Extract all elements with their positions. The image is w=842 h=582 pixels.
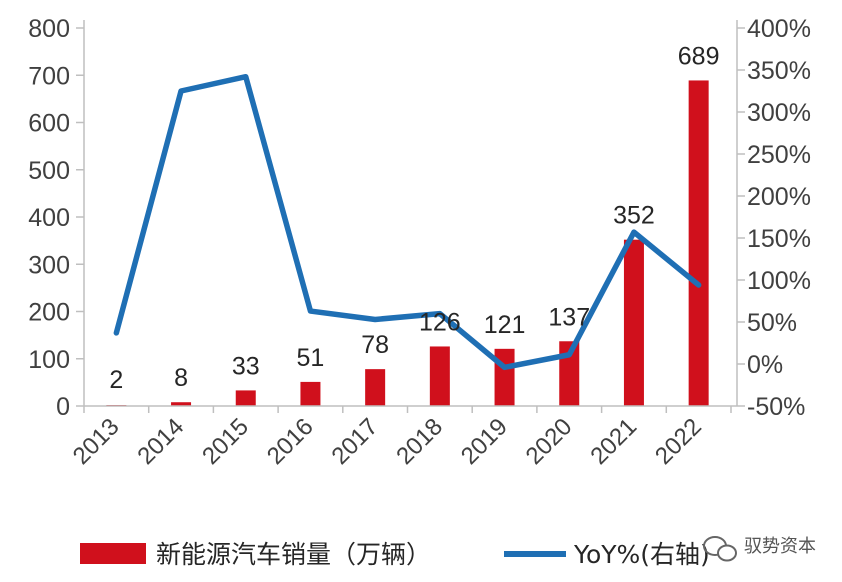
bar-value-label: 51	[297, 344, 325, 372]
right-axis-tick-label: 400%	[747, 15, 811, 43]
data-labels: 2 8 33 51 78 126 121 137 352 689	[109, 42, 719, 394]
right-axis-tick-label: 300%	[747, 99, 811, 127]
left-axis: 0 100 200 300 400 500 600 700 800	[28, 15, 85, 421]
bar-value-label: 689	[678, 42, 720, 70]
bar-value-label: 121	[484, 311, 526, 339]
bar-value-label: 137	[548, 303, 590, 331]
x-axis-tick-label: 2017	[327, 413, 384, 470]
bar-value-label: 352	[613, 202, 655, 230]
legend-bar-label: 新能源汽车销量（万辆）	[156, 540, 431, 569]
line-series	[113, 73, 702, 371]
bar	[365, 369, 386, 406]
left-axis-tick-label: 200	[28, 299, 70, 327]
watermark: 驭势资本	[703, 536, 816, 562]
right-axis-tick-label: 150%	[747, 225, 811, 253]
x-axis-tick-label: 2018	[391, 413, 448, 470]
left-axis-tick-label: 0	[56, 393, 70, 421]
x-axis-tick-label: 2020	[521, 413, 578, 470]
left-axis-tick-label: 500	[28, 157, 70, 185]
legend-bar-swatch	[80, 543, 146, 564]
bar	[235, 390, 256, 406]
left-axis-tick-label: 100	[28, 346, 70, 374]
left-axis-tick-label: 600	[28, 110, 70, 138]
watermark-text: 驭势资本	[744, 536, 816, 557]
left-axis-tick-label: 300	[28, 251, 70, 279]
x-axis-tick-label: 2021	[585, 413, 642, 470]
x-axis-tick-label: 2022	[650, 413, 707, 470]
right-axis-tick-label: 200%	[747, 183, 811, 211]
bar	[300, 381, 321, 406]
bar-value-label: 78	[361, 331, 389, 359]
bar-value-label: 8	[174, 364, 188, 392]
right-axis: -50% 0% 50% 100% 150% 200% 250% 300% 350% 400%	[736, 15, 811, 421]
x-axis: 2013 2014 2015 2016 2017 2018 2019 2020 2021 2022	[68, 405, 737, 470]
right-axis-tick-label: 100%	[747, 267, 811, 295]
bar	[429, 346, 450, 406]
x-axis-tick-label: 2019	[456, 413, 513, 470]
right-axis-tick-label: -50%	[747, 393, 805, 421]
bar-value-label: 33	[232, 352, 260, 380]
right-axis-tick-label: 350%	[747, 57, 811, 85]
x-axis-tick-label: 2015	[197, 413, 254, 470]
bar	[688, 80, 709, 406]
yoy-line	[113, 73, 702, 371]
left-axis-tick-label: 700	[28, 62, 70, 90]
bar-series	[106, 80, 709, 406]
x-axis-tick-label: 2014	[132, 413, 189, 470]
left-axis-tick-label: 400	[28, 204, 70, 232]
bar	[623, 239, 644, 406]
left-axis-tick-label: 800	[28, 15, 70, 43]
bar	[494, 348, 515, 406]
legend: 新能源汽车销量（万辆） YoY%(右轴)	[80, 540, 710, 569]
legend-line-label: YoY%(右轴)	[573, 540, 710, 569]
right-axis-tick-label: 50%	[747, 309, 797, 337]
bar-value-label: 2	[109, 366, 123, 394]
bar-value-label: 126	[419, 308, 461, 336]
bar	[171, 402, 192, 406]
right-axis-tick-label: 0%	[747, 351, 783, 379]
right-axis-tick-label: 250%	[747, 141, 811, 169]
wechat-icon	[703, 536, 737, 562]
x-axis-tick-label: 2013	[68, 413, 125, 470]
x-axis-tick-label: 2016	[262, 413, 319, 470]
